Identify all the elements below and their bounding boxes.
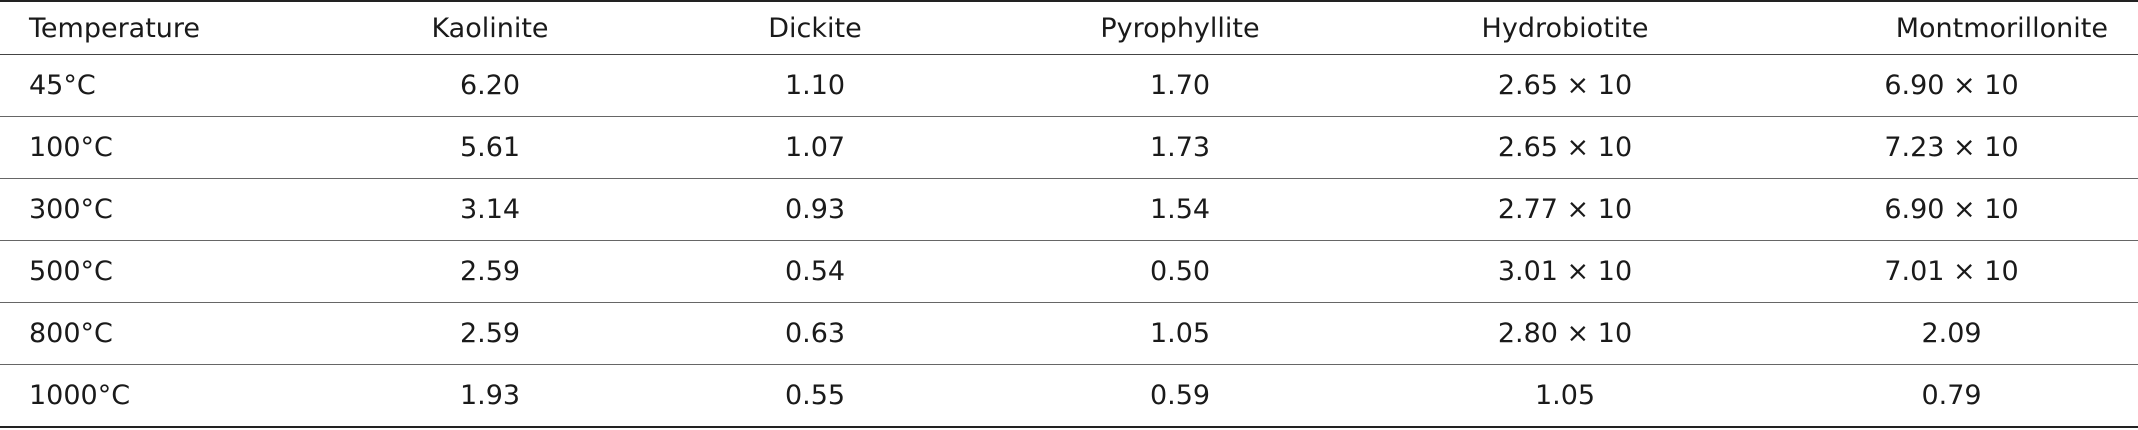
header-pyrophyllite: Pyrophyllite <box>995 0 1365 55</box>
header-row: Temperature Kaolinite Dickite Pyrophylli… <box>0 0 2138 55</box>
cell-pyrophyllite: 1.05 <box>995 302 1365 365</box>
cell-dickite: 0.93 <box>635 178 995 241</box>
table-row: 500°C 2.59 0.54 0.50 3.01 × 10 7.01 × 10 <box>0 240 2138 303</box>
cell-temperature: 45°C <box>0 54 345 117</box>
cell-kaolinite: 2.59 <box>345 240 635 303</box>
cell-pyrophyllite: 1.70 <box>995 54 1365 117</box>
cell-hydrobiotite: 1.05 <box>1365 364 1765 428</box>
header-kaolinite: Kaolinite <box>345 0 635 55</box>
cell-pyrophyllite: 1.54 <box>995 178 1365 241</box>
header-montmorillonite: Montmorillonite <box>1765 0 2138 55</box>
cell-hydrobiotite: 2.65 × 10 <box>1365 116 1765 179</box>
table-row: 800°C 2.59 0.63 1.05 2.80 × 10 2.09 <box>0 302 2138 365</box>
cell-montmorillonite: 7.01 × 10 <box>1765 240 2138 303</box>
cell-dickite: 0.63 <box>635 302 995 365</box>
cell-dickite: 1.10 <box>635 54 995 117</box>
cell-pyrophyllite: 1.73 <box>995 116 1365 179</box>
cell-pyrophyllite: 0.50 <box>995 240 1365 303</box>
cell-montmorillonite: 7.23 × 10 <box>1765 116 2138 179</box>
cell-kaolinite: 1.93 <box>345 364 635 428</box>
header-hydrobiotite: Hydrobiotite <box>1365 0 1765 55</box>
cell-kaolinite: 2.59 <box>345 302 635 365</box>
cell-temperature: 100°C <box>0 116 345 179</box>
cell-hydrobiotite: 3.01 × 10 <box>1365 240 1765 303</box>
cell-montmorillonite: 2.09 <box>1765 302 2138 365</box>
cell-temperature: 500°C <box>0 240 345 303</box>
table-row: 300°C 3.14 0.93 1.54 2.77 × 10 6.90 × 10 <box>0 178 2138 241</box>
cell-kaolinite: 5.61 <box>345 116 635 179</box>
cell-temperature: 300°C <box>0 178 345 241</box>
cell-temperature: 1000°C <box>0 364 345 428</box>
header-temperature: Temperature <box>0 0 345 55</box>
cell-hydrobiotite: 2.77 × 10 <box>1365 178 1765 241</box>
cell-dickite: 0.55 <box>635 364 995 428</box>
cell-temperature: 800°C <box>0 302 345 365</box>
table-row: 45°C 6.20 1.10 1.70 2.65 × 10 6.90 × 10 <box>0 54 2138 117</box>
table-header: Temperature Kaolinite Dickite Pyrophylli… <box>0 0 2138 55</box>
table-row: 1000°C 1.93 0.55 0.59 1.05 0.79 <box>0 364 2138 428</box>
cell-hydrobiotite: 2.65 × 10 <box>1365 54 1765 117</box>
header-dickite: Dickite <box>635 0 995 55</box>
cell-dickite: 1.07 <box>635 116 995 179</box>
cell-dickite: 0.54 <box>635 240 995 303</box>
table-body: 45°C 6.20 1.10 1.70 2.65 × 10 6.90 × 10 … <box>0 54 2138 428</box>
cell-hydrobiotite: 2.80 × 10 <box>1365 302 1765 365</box>
cell-kaolinite: 6.20 <box>345 54 635 117</box>
cell-montmorillonite: 0.79 <box>1765 364 2138 428</box>
cell-montmorillonite: 6.90 × 10 <box>1765 178 2138 241</box>
cell-montmorillonite: 6.90 × 10 <box>1765 54 2138 117</box>
table-row: 100°C 5.61 1.07 1.73 2.65 × 10 7.23 × 10 <box>0 116 2138 179</box>
cell-pyrophyllite: 0.59 <box>995 364 1365 428</box>
cell-kaolinite: 3.14 <box>345 178 635 241</box>
